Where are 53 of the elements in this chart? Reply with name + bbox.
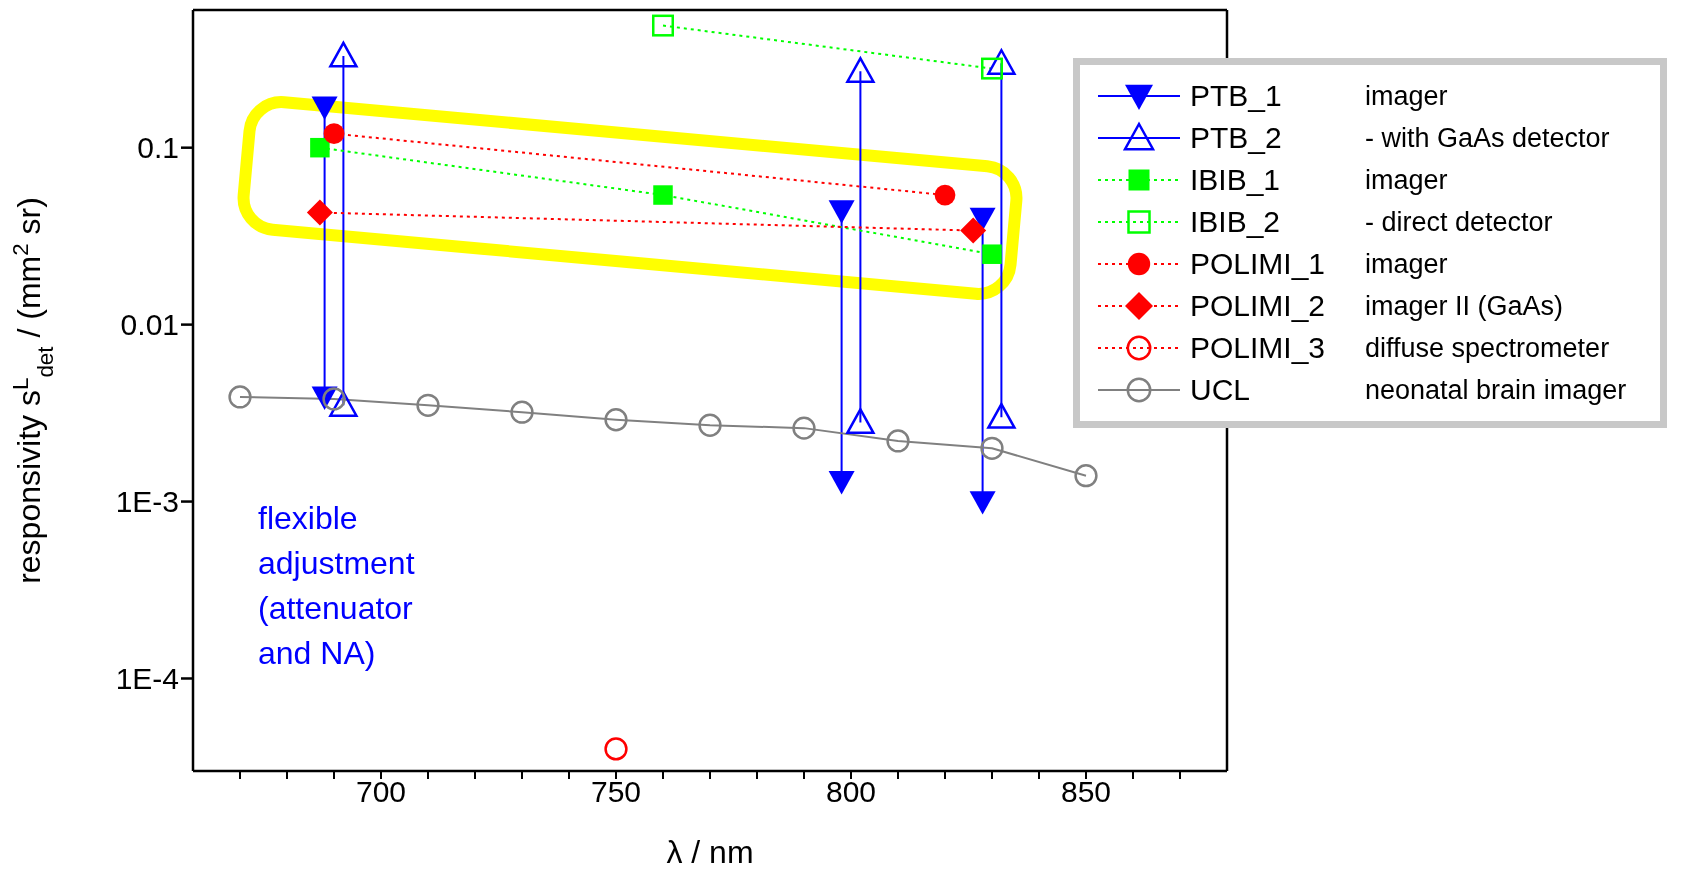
point bbox=[323, 123, 345, 145]
y-tick-label: 1E-3 bbox=[115, 485, 179, 519]
point bbox=[987, 49, 1016, 75]
x-axis-title: λ / nm bbox=[666, 834, 754, 870]
point bbox=[604, 737, 628, 761]
x-tick-label: 850 bbox=[1060, 775, 1112, 809]
point bbox=[846, 57, 875, 84]
point bbox=[792, 416, 816, 440]
legend-label: PTB_1 bbox=[1190, 79, 1283, 113]
point bbox=[828, 200, 855, 224]
point bbox=[960, 217, 987, 244]
point bbox=[306, 199, 333, 226]
text: imager bbox=[1365, 164, 1448, 196]
point bbox=[1074, 464, 1098, 488]
text: imager bbox=[1365, 248, 1448, 280]
point bbox=[987, 402, 1016, 429]
legend-label: IBIB_1 bbox=[1190, 163, 1282, 197]
y-tick-label: 0.01 bbox=[120, 308, 179, 342]
y-tick-label: 1E-4 bbox=[115, 662, 179, 696]
y-tick-label: 0.1 bbox=[137, 131, 179, 165]
point bbox=[228, 385, 252, 409]
point bbox=[828, 470, 855, 495]
point bbox=[310, 137, 330, 158]
point bbox=[846, 408, 875, 435]
legend-label: IBIB_2 bbox=[1190, 205, 1282, 239]
point bbox=[980, 436, 1004, 460]
point bbox=[510, 400, 534, 424]
text: imager II (GaAs) bbox=[1365, 290, 1564, 322]
legend-label: POLIMI_2 bbox=[1190, 289, 1327, 323]
point bbox=[311, 96, 338, 120]
text: imager bbox=[1365, 80, 1448, 112]
point bbox=[698, 413, 722, 437]
point bbox=[416, 393, 440, 417]
x-tick-label: 800 bbox=[825, 775, 877, 809]
point bbox=[982, 244, 1002, 264]
point bbox=[652, 14, 674, 37]
legend-label: UCL bbox=[1190, 373, 1251, 407]
point bbox=[329, 41, 358, 68]
point bbox=[653, 185, 673, 205]
text: - direct detector bbox=[1365, 206, 1553, 238]
point bbox=[934, 184, 956, 206]
legend-label: POLIMI_1 bbox=[1190, 247, 1327, 281]
point bbox=[886, 429, 910, 453]
text: diffuse spectrometer bbox=[1365, 332, 1610, 364]
annotation: flexible adjustment (attenuator and NA) bbox=[258, 499, 416, 673]
point bbox=[604, 408, 628, 432]
legend-label: PTB_2 bbox=[1190, 121, 1283, 155]
text: neonatal brain imager bbox=[1365, 374, 1627, 406]
point bbox=[969, 491, 996, 515]
x-tick-label: 700 bbox=[355, 775, 407, 809]
text: - with GaAs detector bbox=[1365, 122, 1610, 154]
legend-label: POLIMI_3 bbox=[1190, 331, 1327, 365]
x-tick-label: 750 bbox=[590, 775, 642, 809]
